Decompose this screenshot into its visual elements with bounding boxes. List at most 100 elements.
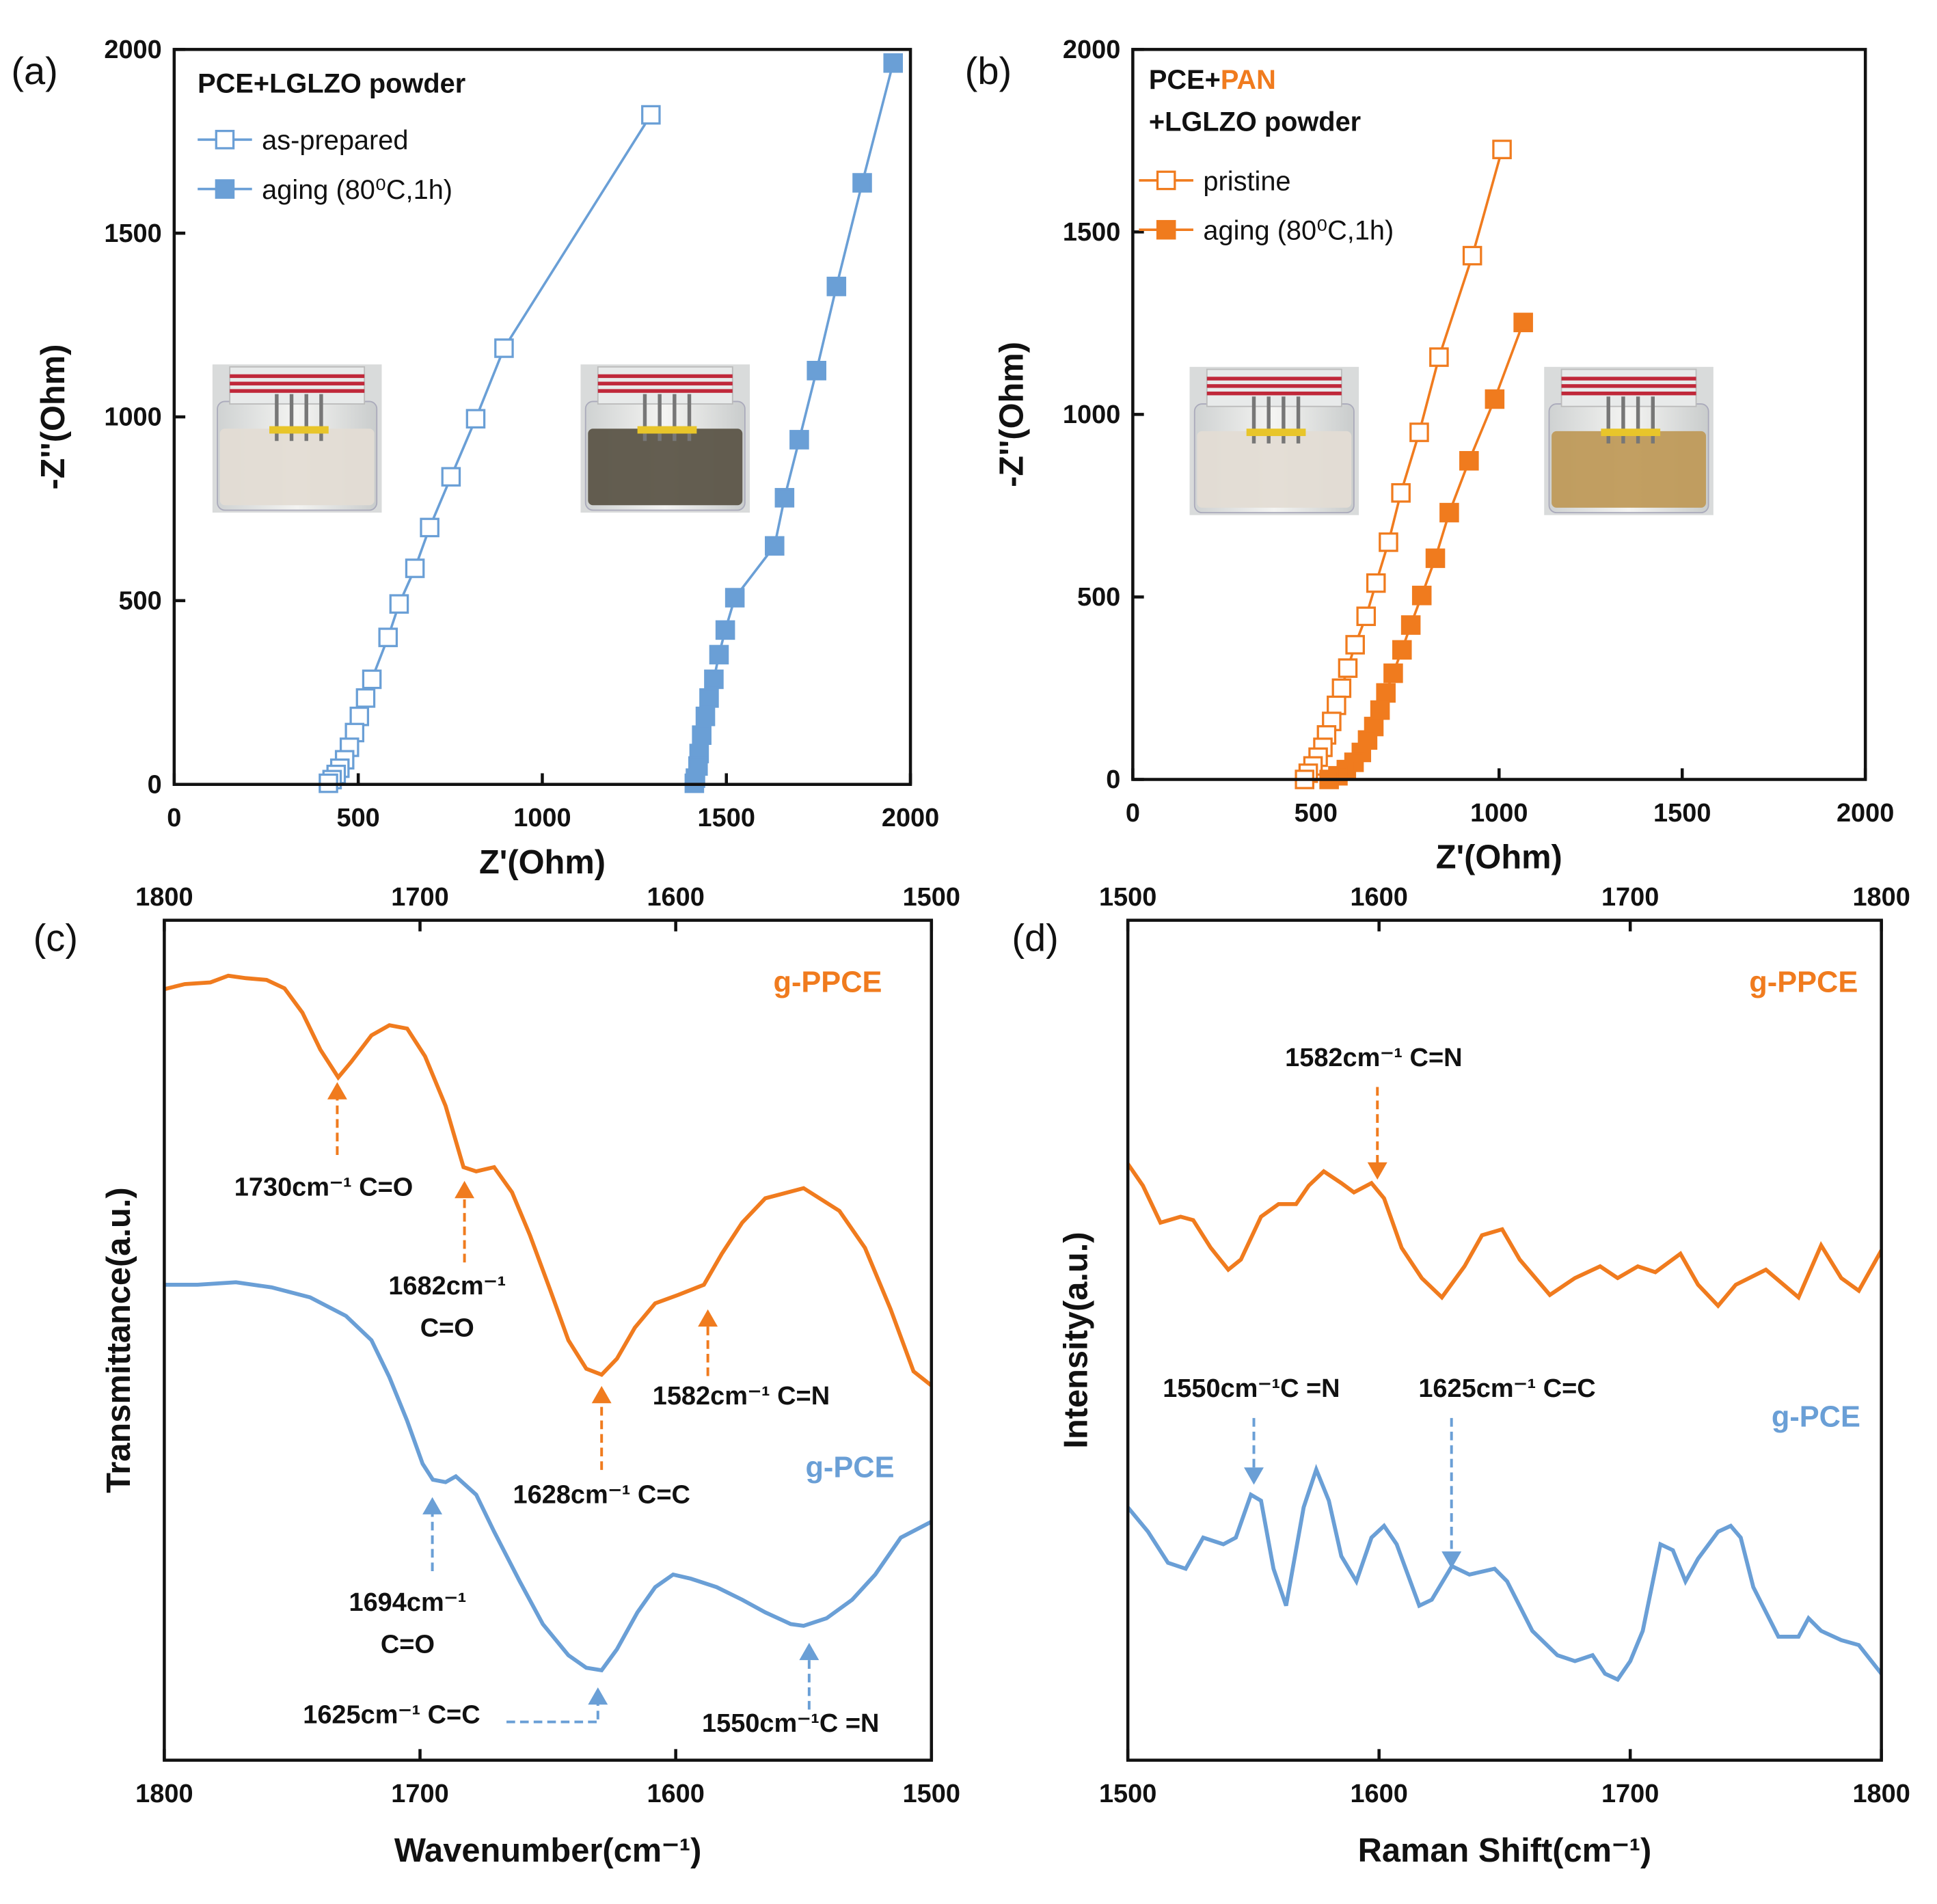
y-tick-label: 0	[148, 770, 162, 799]
data-marker	[1485, 389, 1505, 409]
plot-frame	[1131, 48, 1867, 781]
series-label: g-PPCE	[773, 966, 882, 998]
vial-photo	[212, 364, 382, 513]
y-tick-label: 500	[118, 587, 161, 616]
annotation-label: C=O	[381, 1630, 435, 1659]
annotation-arrowhead	[1367, 1162, 1387, 1180]
data-marker	[378, 627, 398, 647]
data-marker	[465, 409, 486, 429]
data-marker	[1425, 548, 1446, 569]
x-tick-label: 500	[1295, 799, 1338, 828]
x-top-tick-label: 1800	[135, 883, 193, 912]
data-marker	[405, 558, 425, 578]
annotation-arrowhead	[591, 1385, 612, 1404]
legend-marker	[1156, 170, 1176, 191]
data-marker	[494, 338, 514, 358]
data-marker	[765, 536, 785, 556]
vial-cap-band	[597, 381, 733, 385]
electrode-tab	[637, 426, 697, 434]
vial-cap-band	[230, 389, 365, 393]
data-marker	[1462, 245, 1482, 266]
data-marker	[420, 517, 439, 538]
chart-title: PCE+LGLZO powder	[198, 69, 465, 99]
data-marker	[1356, 606, 1377, 627]
series-line	[164, 1280, 932, 1673]
data-marker	[699, 688, 719, 708]
panel-label: (a)	[11, 49, 57, 92]
data-marker	[1392, 640, 1412, 660]
y-tick-label: 2000	[1063, 36, 1120, 64]
y-tick-label: 1500	[104, 219, 161, 248]
x-top-tick-label: 1700	[1601, 883, 1659, 912]
series-label: g-PCE	[1772, 1401, 1860, 1434]
annotation-label: 1582cm⁻¹ C=N	[1285, 1044, 1462, 1072]
series-label: g-PCE	[805, 1452, 894, 1484]
panel-label: (d)	[1012, 916, 1058, 960]
annotation-label: C=O	[420, 1314, 474, 1343]
data-marker	[1409, 422, 1429, 442]
legend-label: as-prepared	[262, 126, 408, 156]
annotation-arrowhead	[698, 1309, 718, 1327]
annotation-label: 1628cm⁻¹ C=C	[513, 1481, 690, 1510]
x-tick-label: 1700	[391, 1780, 448, 1808]
x-tick-label: 0	[167, 804, 181, 832]
data-marker	[724, 588, 745, 608]
x-axis-label: Z'(Ohm)	[479, 844, 606, 881]
data-marker	[641, 105, 661, 125]
x-tick-label: 2000	[882, 804, 939, 832]
y-tick-label: 1000	[1063, 400, 1120, 429]
data-marker	[852, 173, 872, 193]
vial-photo	[1544, 366, 1714, 515]
annotation-arrowhead	[1441, 1551, 1462, 1569]
vial-cap-band	[230, 374, 365, 379]
plot-frame	[1126, 919, 1883, 1762]
data-marker	[362, 669, 382, 690]
x-tick-label: 0	[1126, 799, 1140, 828]
x-top-tick-label: 1600	[1350, 883, 1407, 912]
x-tick-label: 1500	[1653, 799, 1711, 828]
legend-marker	[1156, 219, 1176, 240]
x-tick-label: 1600	[1350, 1780, 1407, 1808]
data-marker	[883, 53, 904, 73]
x-axis-label: Wavenumber(cm⁻¹)	[394, 1832, 702, 1869]
vial-cap-band	[1206, 377, 1342, 381]
data-marker	[1338, 658, 1358, 678]
y-tick-label: 1000	[104, 403, 161, 432]
annotation-arrowhead	[422, 1497, 443, 1514]
x-tick-label: 1600	[647, 1780, 704, 1808]
annotation-label: 1550cm⁻¹C =N	[702, 1709, 879, 1738]
vial-photo	[1189, 366, 1359, 515]
data-marker	[1429, 347, 1449, 367]
annotation-label: 1682cm⁻¹	[388, 1272, 506, 1301]
data-marker	[826, 276, 847, 297]
chart-title: PCE+PAN	[1149, 65, 1276, 95]
x-tick-label: 1500	[903, 1780, 960, 1808]
data-marker	[704, 669, 724, 690]
legend-label: aging (80⁰C,1h)	[1203, 216, 1394, 246]
x-tick-label: 500	[336, 804, 379, 832]
legend-label: aging (80⁰C,1h)	[262, 175, 452, 205]
data-marker	[1492, 139, 1512, 159]
data-marker	[789, 430, 809, 450]
series-line	[1128, 1463, 1882, 1683]
data-marker	[1370, 700, 1390, 720]
data-marker	[1345, 635, 1365, 655]
vial-liquid	[219, 429, 375, 506]
title-segment: +LGLZO powder	[1149, 107, 1361, 137]
legend-marker	[215, 129, 235, 150]
data-marker	[1366, 573, 1386, 593]
data-marker	[1400, 615, 1421, 635]
plot-frame	[163, 919, 934, 1762]
panel-label: (c)	[33, 916, 78, 960]
vial-liquid	[1552, 431, 1707, 508]
data-marker	[709, 644, 729, 665]
legend-label: pristine	[1203, 166, 1290, 196]
data-marker	[1513, 312, 1533, 333]
annotation-label: 1550cm⁻¹C =N	[1163, 1374, 1340, 1403]
x-tick-label: 1500	[698, 804, 755, 832]
annotation-arrowhead	[327, 1082, 347, 1100]
data-marker	[807, 361, 826, 381]
data-marker	[389, 594, 409, 614]
data-marker	[715, 620, 735, 640]
